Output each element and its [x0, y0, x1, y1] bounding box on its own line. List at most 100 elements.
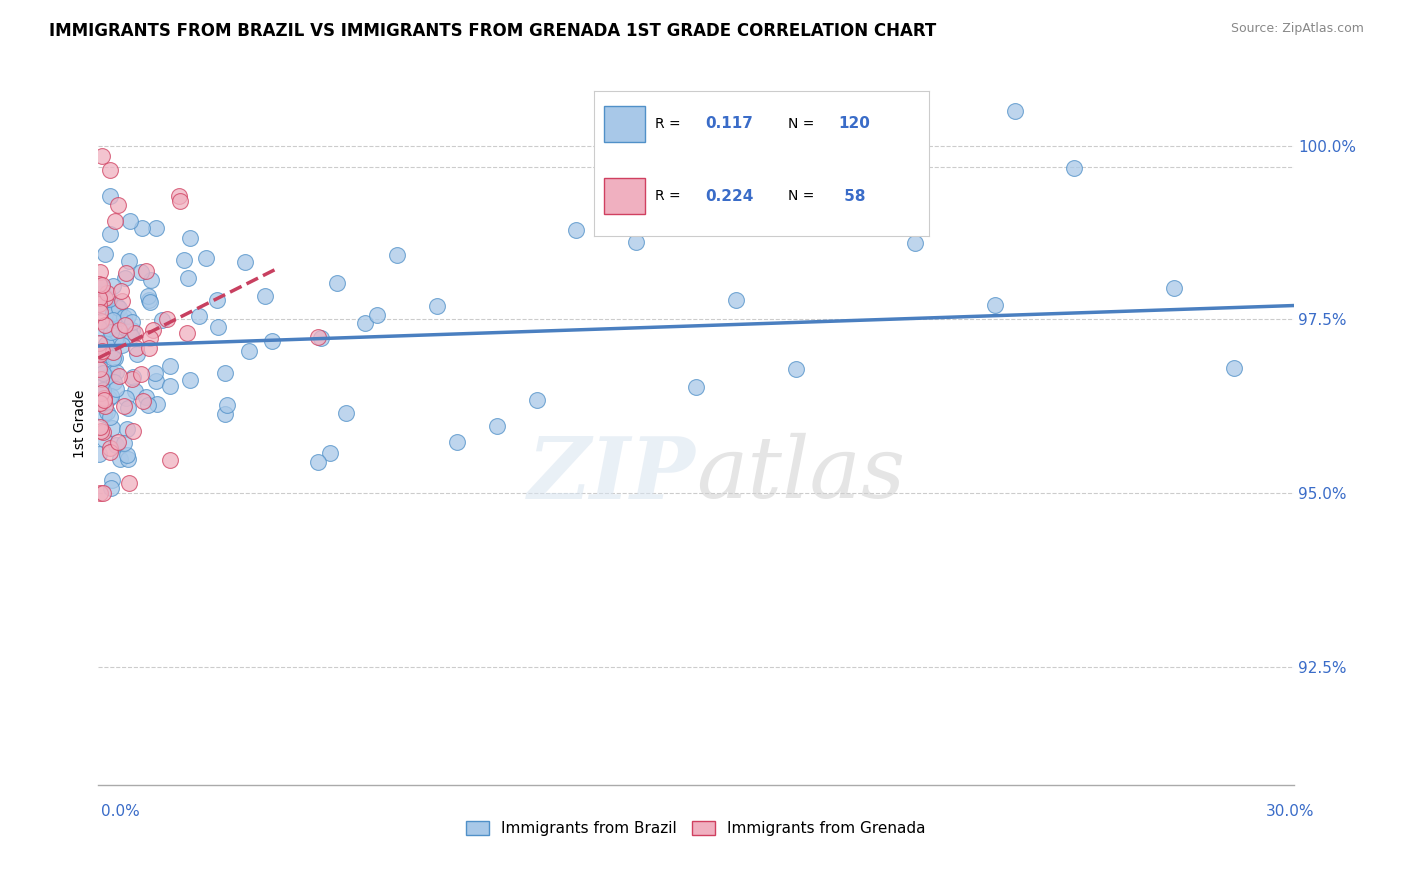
- Point: [90, 280, 112, 294]
- Point: [96, 370, 118, 384]
- Point: [100, 473, 122, 487]
- Point: [90, 378, 112, 392]
- Point: [177, 270, 200, 285]
- Point: [104, 351, 127, 365]
- Point: [121, 315, 143, 329]
- Point: [724, 293, 747, 307]
- Point: [1163, 281, 1185, 295]
- Point: [121, 372, 143, 386]
- Point: [127, 347, 149, 361]
- Point: [98, 391, 121, 405]
- Point: [318, 445, 340, 459]
- Point: [176, 326, 198, 341]
- Point: [169, 189, 191, 203]
- Point: [89, 362, 111, 376]
- Point: [118, 476, 141, 491]
- Text: Source: ZipAtlas.com: Source: ZipAtlas.com: [1230, 22, 1364, 36]
- Point: [124, 326, 146, 340]
- Point: [136, 289, 159, 303]
- Point: [96, 405, 118, 419]
- Point: [110, 284, 132, 298]
- Point: [103, 333, 125, 347]
- Point: [385, 248, 409, 262]
- Point: [89, 291, 111, 305]
- Point: [142, 323, 165, 337]
- Point: [124, 384, 146, 399]
- Point: [118, 214, 141, 228]
- Point: [121, 323, 143, 337]
- Point: [103, 306, 125, 320]
- Point: [131, 220, 153, 235]
- Point: [207, 320, 229, 334]
- Point: [152, 312, 174, 326]
- Point: [129, 367, 152, 381]
- Point: [135, 390, 157, 404]
- Point: [626, 235, 648, 250]
- Y-axis label: 1st Grade: 1st Grade: [73, 390, 87, 458]
- Point: [145, 221, 167, 235]
- Point: [91, 425, 114, 439]
- Point: [159, 453, 181, 467]
- Point: [111, 338, 134, 352]
- Point: [215, 398, 238, 412]
- Point: [145, 374, 167, 388]
- Point: [114, 391, 136, 405]
- Point: [188, 309, 211, 323]
- Point: [135, 264, 157, 278]
- Point: [90, 396, 112, 410]
- Point: [115, 266, 138, 280]
- Point: [1004, 104, 1026, 119]
- Point: [90, 344, 112, 359]
- Point: [89, 360, 111, 375]
- Point: [138, 341, 160, 355]
- Point: [253, 289, 276, 303]
- Point: [115, 422, 138, 436]
- Point: [112, 310, 135, 325]
- Point: [89, 304, 111, 318]
- Point: [93, 291, 115, 305]
- Point: [107, 301, 129, 315]
- Point: [114, 271, 136, 285]
- Point: [96, 286, 118, 301]
- Point: [108, 323, 131, 337]
- Point: [89, 486, 111, 500]
- Point: [100, 420, 122, 434]
- Point: [90, 385, 112, 400]
- Point: [89, 265, 111, 279]
- Point: [136, 399, 159, 413]
- Point: [214, 366, 236, 380]
- Point: [105, 299, 128, 313]
- Point: [98, 321, 121, 335]
- Text: IMMIGRANTS FROM BRAZIL VS IMMIGRANTS FROM GRENADA 1ST GRADE CORRELATION CHART: IMMIGRANTS FROM BRAZIL VS IMMIGRANTS FRO…: [49, 22, 936, 40]
- Point: [125, 342, 148, 356]
- Point: [138, 293, 160, 307]
- Point: [141, 273, 163, 287]
- Point: [89, 277, 111, 292]
- Point: [122, 370, 145, 384]
- Point: [89, 297, 111, 311]
- Point: [91, 366, 114, 380]
- Point: [139, 331, 162, 345]
- Point: [103, 376, 125, 390]
- Point: [94, 347, 117, 361]
- Point: [105, 382, 128, 396]
- Point: [179, 373, 201, 387]
- Text: 0.0%: 0.0%: [101, 805, 141, 819]
- Point: [91, 149, 114, 163]
- Point: [366, 308, 388, 322]
- Point: [94, 337, 117, 351]
- Point: [111, 293, 134, 308]
- Point: [169, 194, 191, 209]
- Point: [104, 307, 127, 321]
- Point: [98, 344, 121, 359]
- Point: [122, 424, 145, 438]
- Point: [98, 410, 121, 425]
- Point: [98, 189, 121, 203]
- Point: [685, 379, 707, 393]
- Point: [238, 343, 260, 358]
- Point: [87, 321, 110, 335]
- Point: [93, 432, 115, 446]
- Point: [120, 329, 142, 343]
- Point: [335, 405, 357, 419]
- Point: [132, 394, 155, 409]
